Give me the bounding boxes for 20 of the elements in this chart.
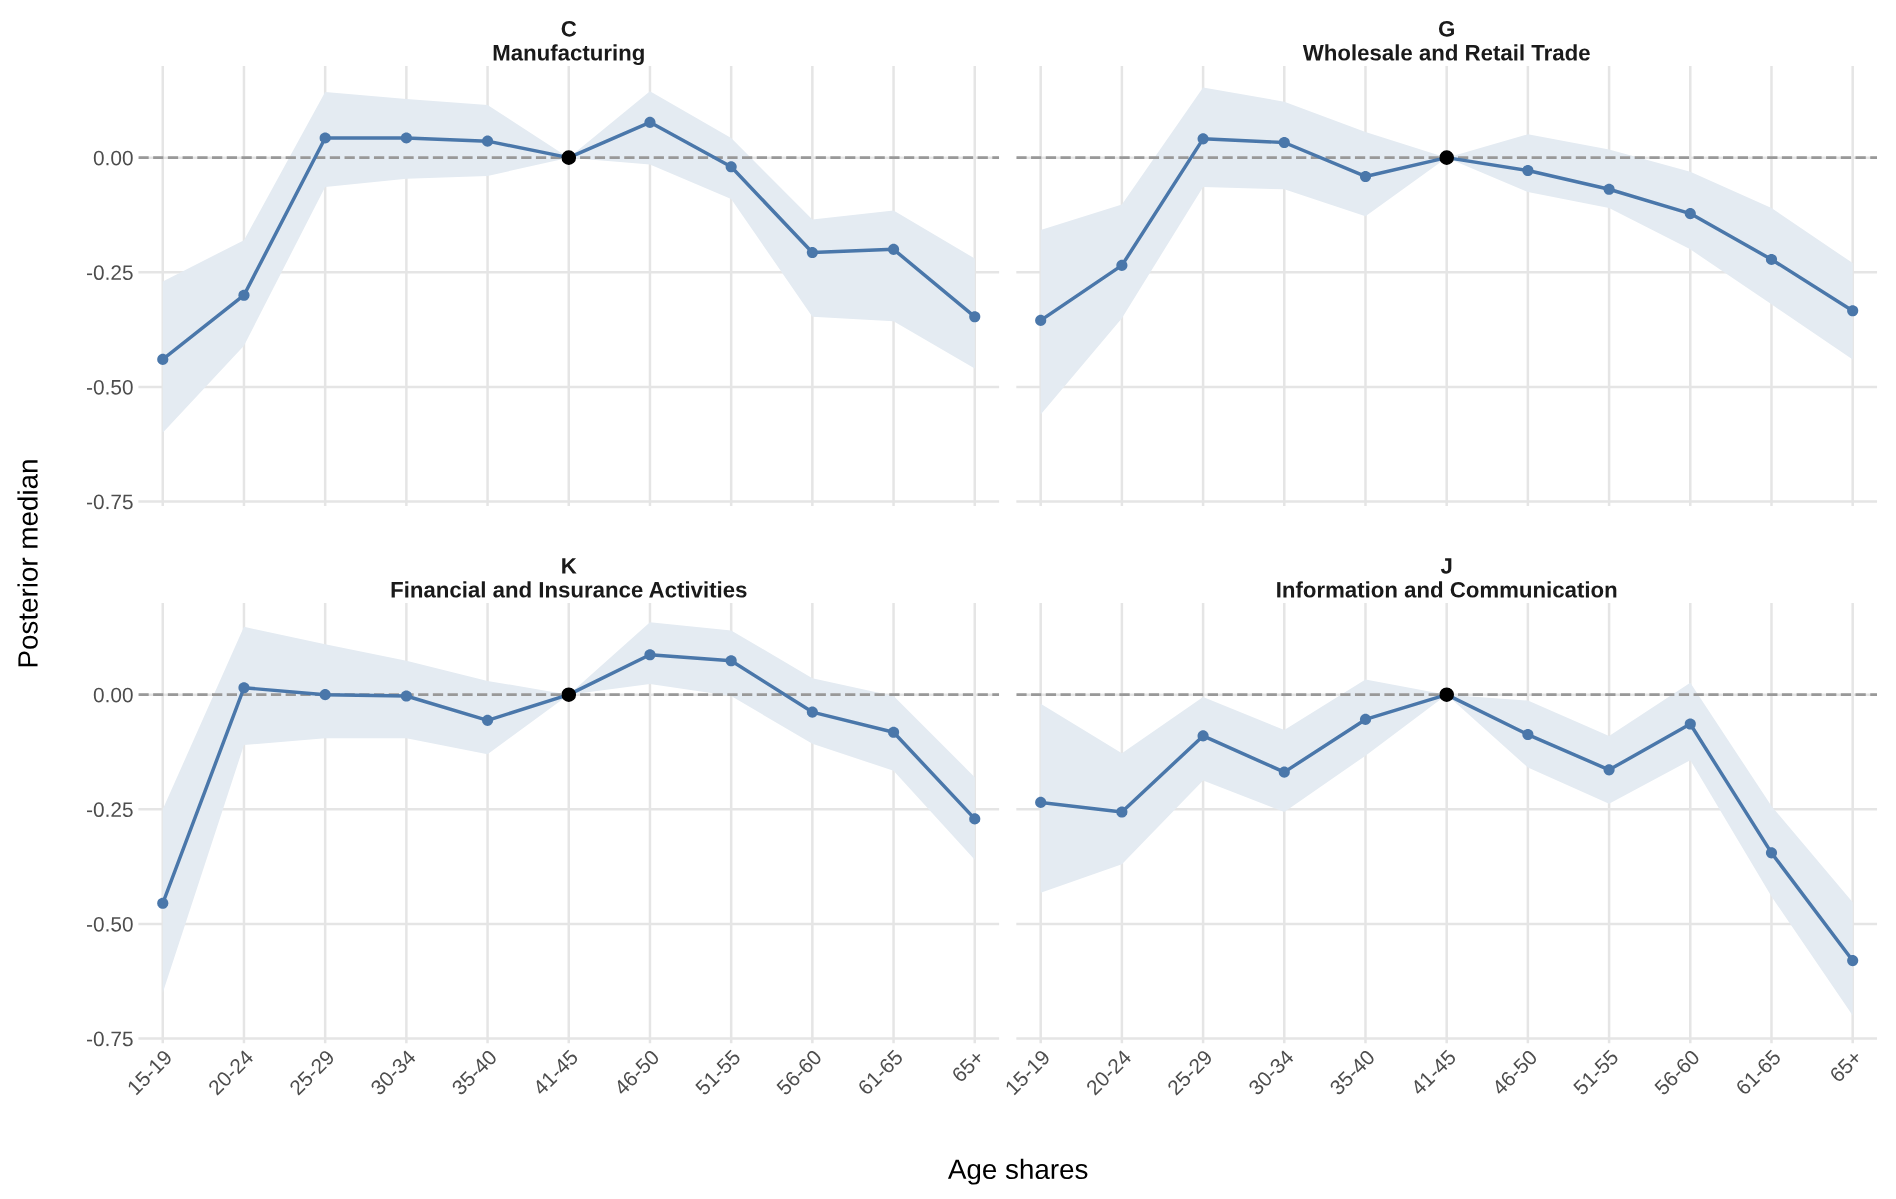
y-tick-label: -0.75 — [86, 1031, 133, 1047]
chart-title: G — [1438, 20, 1454, 37]
y-tick-label: -0.50 — [86, 916, 133, 932]
chart-title: C — [561, 20, 577, 37]
x-tick-label: 65+ — [1828, 1049, 1863, 1084]
y-tick-label: -0.25 — [86, 802, 133, 818]
y-tick-label: 0.00 — [93, 150, 133, 166]
chart-title: J — [1440, 558, 1452, 574]
chart-subtitle: Information and Communication — [1277, 581, 1617, 598]
x-tick-label: 65+ — [950, 1049, 985, 1084]
y-tick-label: 0.00 — [93, 687, 133, 703]
y-tick-label: -0.25 — [86, 265, 133, 281]
y-tick-label: -0.75 — [86, 494, 133, 510]
chart-title: K — [562, 558, 577, 574]
chart-subtitle: Financial and Insurance Activities — [391, 581, 747, 598]
y-tick-label: -0.50 — [86, 379, 133, 395]
x-axis-title: Age shares — [947, 1158, 1088, 1185]
chart-subtitle: Wholesale and Retail Trade — [1302, 44, 1590, 61]
y-axis-title: Posterior median — [17, 460, 38, 667]
chart-subtitle: Manufacturing — [493, 44, 644, 66]
